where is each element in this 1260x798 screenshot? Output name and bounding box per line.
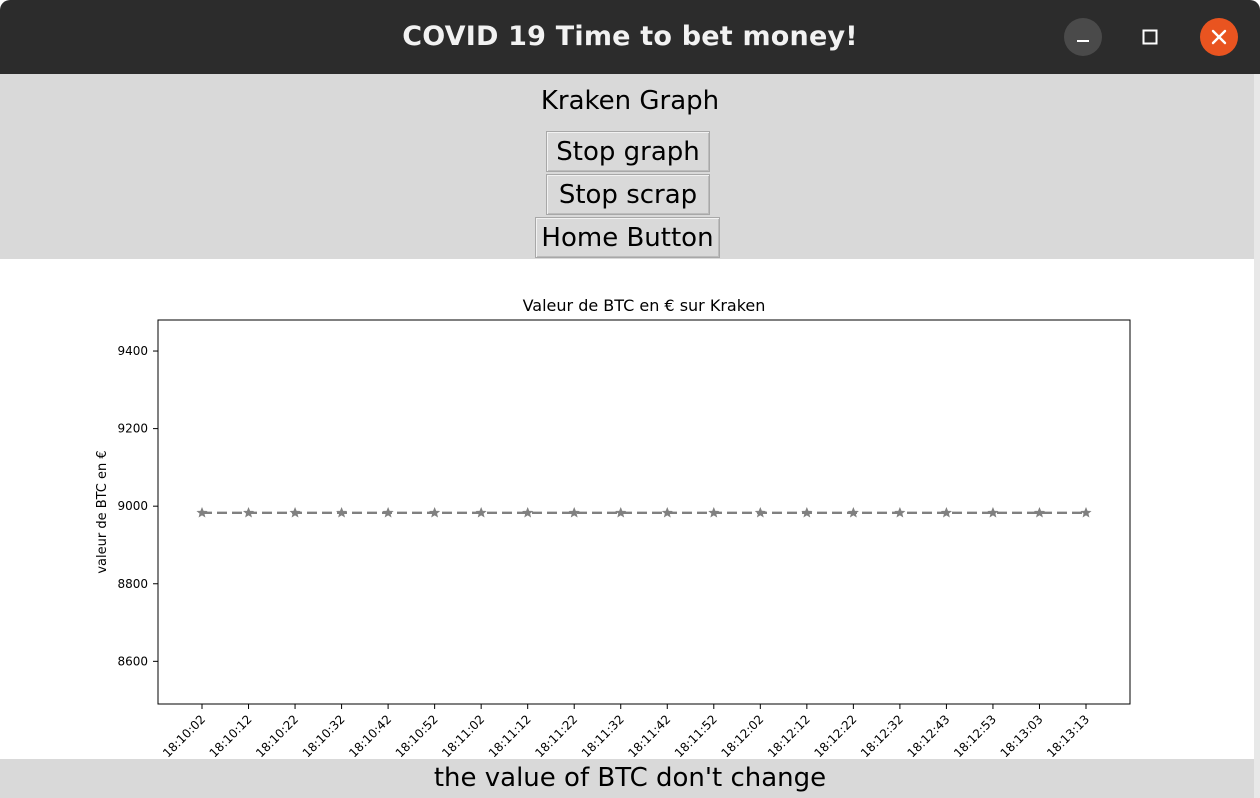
- close-button[interactable]: [1200, 18, 1238, 56]
- window-edge: [1254, 74, 1260, 798]
- page-heading: Kraken Graph: [540, 86, 720, 116]
- y-tick-label: 8800: [117, 577, 148, 591]
- data-point: [754, 506, 766, 518]
- x-tick-label: 18:11:42: [625, 712, 673, 759]
- data-point: [429, 506, 441, 518]
- btc-line-chart: Valeur de BTC en € sur Kraken valeur de B…: [95, 296, 1131, 759]
- status-bar: the value of BTC don't change: [0, 759, 1260, 798]
- data-point: [1080, 506, 1092, 518]
- x-tick-label: 18:13:13: [1044, 712, 1092, 759]
- data-point: [940, 506, 952, 518]
- maximize-button[interactable]: [1131, 18, 1169, 56]
- x-tick-label: 18:10:42: [346, 712, 394, 759]
- maximize-icon: [1142, 29, 1158, 45]
- data-point: [336, 506, 348, 518]
- data-point: [661, 506, 673, 518]
- x-tick-label: 18:12:53: [951, 712, 999, 759]
- x-tick-label: 18:11:22: [532, 712, 580, 759]
- x-tick-label: 18:12:02: [718, 712, 766, 759]
- x-tick-label: 18:10:22: [253, 712, 301, 759]
- x-tick-label: 18:11:32: [579, 712, 627, 759]
- data-point: [847, 506, 859, 518]
- minimize-icon: [1077, 40, 1089, 42]
- window-title: COVID 19 Time to bet money!: [402, 21, 858, 52]
- control-panel: Kraken Graph Stop graph Stop scrap Home …: [0, 74, 1260, 259]
- x-tick-label: 18:10:12: [207, 712, 255, 759]
- data-point: [568, 506, 580, 518]
- data-point: [894, 506, 906, 518]
- data-point: [382, 506, 394, 518]
- minimize-button[interactable]: [1064, 18, 1102, 56]
- data-point: [475, 506, 487, 518]
- y-tick-label: 9400: [117, 344, 148, 358]
- x-tick-label: 18:11:12: [486, 712, 534, 759]
- y-axis-label: valeur de BTC en €: [95, 450, 110, 573]
- data-point: [615, 506, 627, 518]
- title-bar[interactable]: COVID 19 Time to bet money!: [0, 0, 1260, 74]
- x-tick-label: 18:10:02: [160, 712, 208, 759]
- x-tick-label: 18:10:32: [300, 712, 348, 759]
- data-point: [196, 506, 208, 518]
- x-tick-label: 18:11:52: [672, 712, 720, 759]
- data-point: [289, 506, 301, 518]
- x-tick-label: 18:12:12: [765, 712, 813, 759]
- data-point: [1033, 506, 1045, 518]
- status-message: the value of BTC don't change: [433, 763, 827, 793]
- x-tick-label: 18:10:52: [393, 712, 441, 759]
- y-tick-label: 8600: [117, 654, 148, 668]
- stop-scrap-button[interactable]: Stop scrap: [546, 174, 710, 215]
- y-tick-label: 9000: [117, 499, 148, 513]
- chart-canvas: Valeur de BTC en € sur Kraken valeur de B…: [0, 259, 1260, 759]
- data-point: [522, 506, 534, 518]
- plot-frame: [157, 319, 1131, 705]
- x-tick-label: 18:12:22: [811, 712, 859, 759]
- home-button[interactable]: Home Button: [535, 217, 720, 258]
- y-tick-label: 9200: [117, 422, 148, 436]
- x-tick-label: 18:12:32: [858, 712, 906, 759]
- close-icon: [1211, 29, 1227, 45]
- x-tick-label: 18:11:02: [439, 712, 487, 759]
- data-point: [243, 506, 255, 518]
- x-tick-label: 18:13:03: [998, 712, 1046, 759]
- chart-title: Valeur de BTC en € sur Kraken: [523, 296, 766, 315]
- data-point: [987, 506, 999, 518]
- data-point: [708, 506, 720, 518]
- stop-graph-button[interactable]: Stop graph: [546, 131, 710, 172]
- x-tick-label: 18:12:43: [905, 712, 953, 759]
- data-point: [801, 506, 813, 518]
